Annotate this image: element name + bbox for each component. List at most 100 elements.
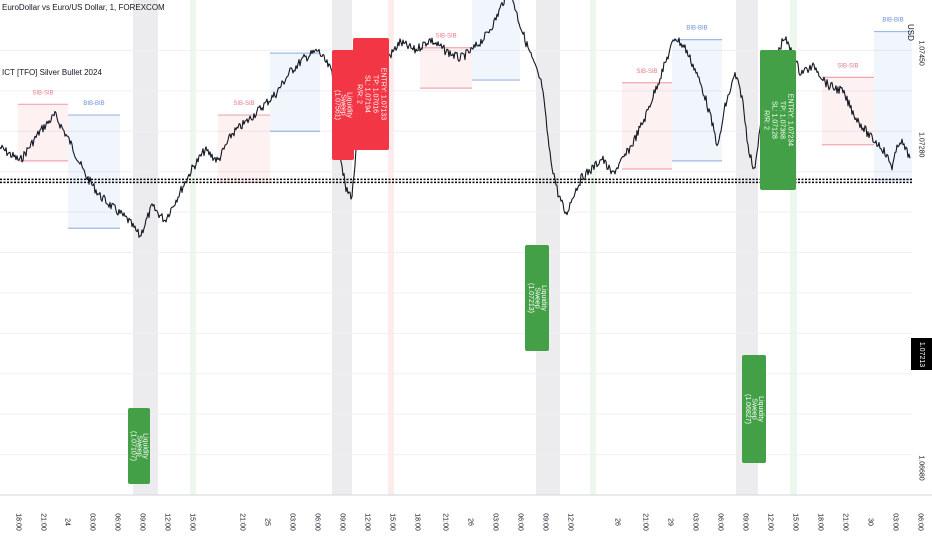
- x-tick-label: 12:00: [567, 513, 574, 531]
- x-tick-label: 06:00: [917, 513, 924, 531]
- fvg-label: BIB-BIB: [882, 18, 903, 24]
- signal-label-box: [353, 38, 389, 150]
- fvg-label: SIB-SIB: [837, 63, 858, 69]
- x-tick-label: 06:00: [314, 513, 321, 531]
- bullish-fvg-box: [672, 39, 722, 161]
- x-tick-label: 18:00: [414, 513, 421, 531]
- signal-label-text: (1.06827): [744, 394, 751, 424]
- x-tick-label: 09:00: [542, 513, 549, 531]
- signal-labels: LiquiditySweep(1.07107)LiquiditySweep(1.…: [128, 38, 796, 484]
- y-tick-label: 1.07450: [918, 40, 925, 65]
- x-axis: 18:00 21:00 24 03:00 06:00 09:00 12:00 15:00 21:…: [0, 494, 932, 531]
- session-band: [388, 0, 394, 495]
- signal-label-box: [742, 355, 766, 463]
- fvg-boxes: SIB-SIB BIB-BIB SIB-SIB SIB-SIB BIB-BIB SIB-S…: [18, 0, 912, 229]
- signal-label-box: [525, 245, 549, 351]
- fvg-label: SIB-SIB: [32, 90, 53, 96]
- x-tick-label: 03:00: [289, 513, 296, 531]
- x-tick-label: 03:00: [892, 513, 899, 531]
- signal-label-text: R/R: 2: [356, 84, 363, 104]
- signal-label-text: TP: 1.07016: [372, 75, 379, 113]
- bearish-fvg-box: [420, 47, 472, 89]
- session-band: [190, 0, 196, 495]
- symbol-title: EuroDollar vs Euro/US Dollar, 1, FOREXCO…: [2, 3, 165, 12]
- signal-label-box: [128, 408, 150, 484]
- x-tick-label: 06:00: [114, 513, 121, 531]
- signal-label-text: ENTRY: 1.07133: [380, 68, 387, 121]
- x-tick-label: 15:00: [792, 513, 799, 531]
- fvg-label: BIB-BIB: [83, 101, 104, 107]
- signal-label-text: Liquidity: [142, 433, 149, 459]
- x-tick-label: 18:00: [15, 513, 22, 531]
- y-tick-label: 1.06680: [918, 455, 925, 480]
- indicator-title: ICT [TFO] Silver Bullet 2024: [2, 68, 102, 77]
- fvg-label: BIB-BIB: [686, 26, 707, 32]
- signal-label-text: TP: 1.07368: [779, 101, 786, 139]
- fvg-label: SIB-SIB: [435, 34, 456, 40]
- bearish-fvg-box: [822, 77, 874, 145]
- signal-label-text: (1.07107): [130, 431, 137, 461]
- signal-label-text: R/R: 2: [763, 110, 770, 130]
- signal-label-text: Sweep: [751, 398, 758, 420]
- x-tick-label: 26: [614, 518, 621, 526]
- signal-label-text: Liquidity: [757, 396, 764, 422]
- x-tick-label: 12:00: [767, 513, 774, 531]
- x-tick-label: 03:00: [492, 513, 499, 531]
- bearish-fvg-box: [218, 115, 270, 183]
- x-tick-label: 21:00: [842, 513, 849, 531]
- last-price-tag: 1.07213: [911, 338, 932, 370]
- signal-label-box: [760, 50, 796, 190]
- x-tick-label: 21:00: [442, 513, 449, 531]
- bullish-fvg-box: [874, 31, 912, 180]
- signal-label-text: (1.07561): [334, 90, 341, 120]
- signal-label-text: Liquidity: [346, 92, 353, 118]
- signal-label-text: (1.07213): [527, 283, 534, 313]
- signal-label-text: Sweep: [136, 435, 143, 457]
- signal-label-text: ENTRY: 1.07234: [787, 94, 794, 147]
- x-tick-label: 03:00: [89, 513, 96, 531]
- bearish-fvg-box: [622, 82, 672, 169]
- x-tick-label: 21:00: [239, 513, 246, 531]
- price-line: [0, 0, 911, 238]
- y-axis: 1.06680 1.07280 1.07450: [918, 40, 925, 480]
- bullish-fvg-box: [270, 53, 320, 132]
- x-tick-label: 06:00: [717, 513, 724, 531]
- x-tick-label: 12:00: [364, 513, 371, 531]
- signal-label-text: Liquidity: [540, 285, 547, 311]
- session-band: [790, 0, 797, 495]
- x-tick-label: 12:00: [164, 513, 171, 531]
- x-tick-label: 06:00: [517, 513, 524, 531]
- currency-label: USD: [906, 24, 915, 41]
- x-tick-label: 26: [467, 518, 474, 526]
- y-tick-label: 1.07280: [918, 132, 925, 157]
- bearish-fvg-box: [18, 104, 68, 161]
- last-price-value: 1.07213: [918, 341, 925, 367]
- x-tick-label: 24: [64, 518, 71, 526]
- x-tick-label: 09:00: [139, 513, 146, 531]
- session-band: [590, 0, 596, 495]
- signal-label-text: SL: 1.07128: [771, 101, 778, 139]
- signal-label-text: Sweep: [534, 287, 541, 309]
- x-tick-label: 30: [867, 518, 874, 526]
- x-tick-label: 21:00: [40, 513, 47, 531]
- x-tick-label: 29: [667, 518, 674, 526]
- x-tick-label: 21:00: [642, 513, 649, 531]
- bullish-fvg-box: [472, 0, 520, 81]
- signal-label-text: SL: 1.07194: [364, 75, 371, 113]
- x-tick-label: 15:00: [389, 513, 396, 531]
- x-tick-label: 18:00: [817, 513, 824, 531]
- x-tick-label: 25: [264, 518, 271, 526]
- x-tick-label: 15:00: [189, 513, 196, 531]
- x-tick-label: 09:00: [339, 513, 346, 531]
- bullish-fvg-box: [68, 115, 120, 229]
- x-tick-label: 03:00: [692, 513, 699, 531]
- price-series: [0, 0, 911, 238]
- x-tick-label: 09:00: [742, 513, 749, 531]
